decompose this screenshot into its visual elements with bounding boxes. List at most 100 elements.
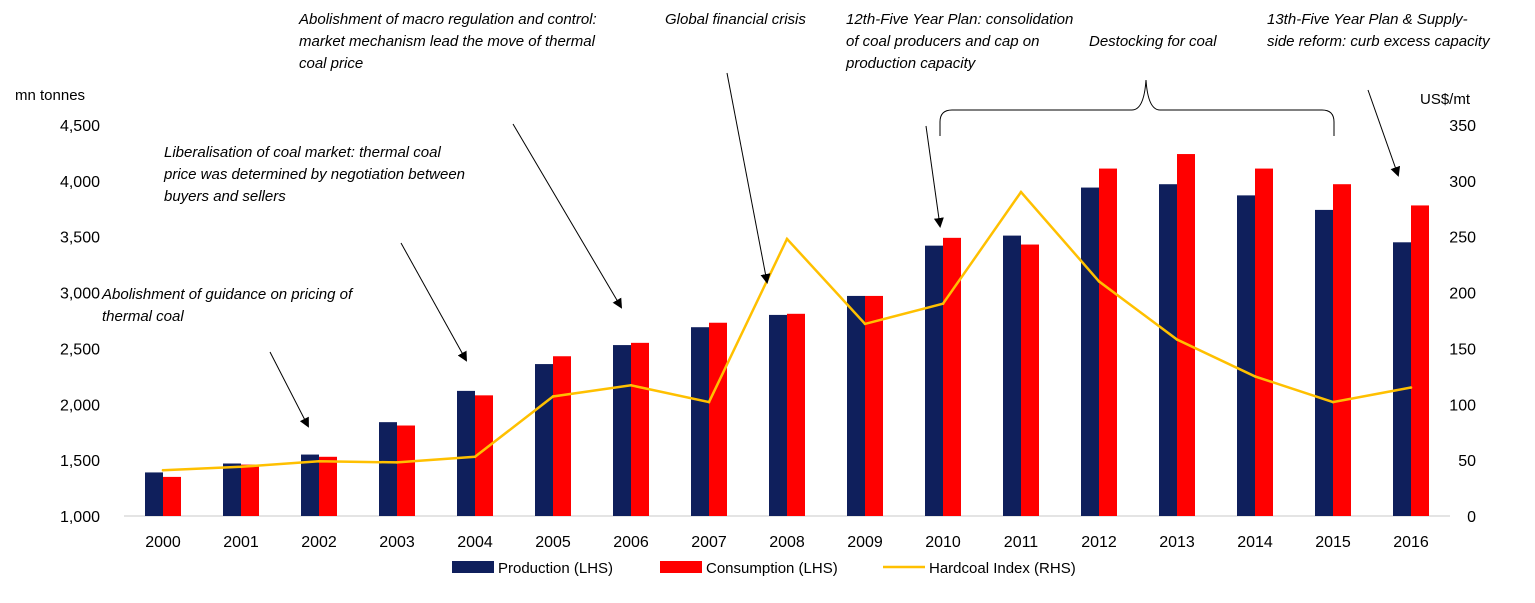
left-y-tick-label: 2,500 bbox=[60, 341, 100, 358]
x-tick-label-2006: 2006 bbox=[613, 534, 649, 551]
legend: Production (LHS) Consumption (LHS) Hardcoa… bbox=[452, 560, 1076, 577]
hardcoal-index-point-2007 bbox=[707, 400, 711, 404]
consumption-bar-2007 bbox=[709, 322, 727, 516]
x-tick-label-2011: 2011 bbox=[1004, 534, 1039, 551]
consumption-bar-2013 bbox=[1177, 154, 1195, 516]
production-bar-2008 bbox=[769, 314, 787, 516]
production-bar-2007 bbox=[691, 327, 709, 516]
annotation-a7: 13th-Five Year Plan & Supply-side reform… bbox=[1267, 11, 1491, 50]
annotation-arrow bbox=[269, 351, 309, 428]
hardcoal-index-point-2015 bbox=[1331, 400, 1335, 404]
x-tick-label-2008: 2008 bbox=[769, 534, 805, 551]
x-tick-label-2005: 2005 bbox=[535, 534, 571, 551]
consumption-bar-2010 bbox=[943, 237, 961, 516]
production-bar-2010 bbox=[925, 245, 943, 516]
x-tick-label-2004: 2004 bbox=[457, 534, 493, 551]
right-axis-label: US$/mt bbox=[1420, 91, 1471, 108]
right-y-tick-label: 200 bbox=[1449, 286, 1476, 303]
hardcoal-index-point-2000 bbox=[161, 468, 165, 472]
left-axis-label: mn tonnes bbox=[15, 87, 85, 104]
left-y-tick-label: 4,000 bbox=[60, 174, 100, 191]
legend-item: Production (LHS) bbox=[452, 560, 613, 577]
left-y-tick-label: 4,500 bbox=[60, 118, 100, 135]
production-bar-2001 bbox=[223, 463, 241, 516]
right-y-tick-label: 150 bbox=[1449, 341, 1476, 358]
hardcoal-index-point-2009 bbox=[863, 322, 867, 326]
production-bar-2011 bbox=[1003, 235, 1021, 516]
x-tick-label-2007: 2007 bbox=[691, 534, 727, 551]
consumption-bar-2012 bbox=[1099, 168, 1117, 516]
x-tick-label-2014: 2014 bbox=[1237, 534, 1273, 551]
x-tick-label-2009: 2009 bbox=[847, 534, 883, 551]
production-bar-2009 bbox=[847, 295, 865, 516]
production-bar-2003 bbox=[379, 422, 397, 516]
x-tick-label-2003: 2003 bbox=[379, 534, 415, 551]
production-bar-2015 bbox=[1315, 209, 1333, 516]
legend-item: Hardcoal Index (RHS) bbox=[883, 560, 1076, 577]
consumption-bar-2006 bbox=[631, 342, 649, 516]
annotation-a2: Liberalisation of coal market: thermal c… bbox=[163, 144, 465, 205]
right-y-tick-label: 100 bbox=[1449, 397, 1476, 414]
legend-label: Consumption (LHS) bbox=[706, 560, 838, 577]
production-bar-2014 bbox=[1237, 195, 1255, 516]
annotation-arrow bbox=[400, 242, 467, 362]
left-y-tick-label: 2,000 bbox=[60, 397, 100, 414]
hardcoal-index-point-2016 bbox=[1409, 386, 1413, 389]
x-tick-label-2001: 2001 bbox=[223, 534, 259, 551]
tick-labels-layer: 2000 2001 2002 2003 2004 2005 2006 2007 2008 2009… bbox=[15, 87, 1476, 551]
bars-layer bbox=[145, 154, 1429, 517]
period-brace bbox=[939, 79, 1335, 136]
production-bar-2012 bbox=[1081, 187, 1099, 516]
legend-label: Production (LHS) bbox=[498, 560, 613, 577]
consumption-bar-2014 bbox=[1255, 168, 1273, 516]
production-bar-2016 bbox=[1393, 242, 1411, 517]
x-tick-label-2010: 2010 bbox=[925, 534, 961, 551]
annotations-layer: Abolishment of guidance on pricing of the… bbox=[101, 11, 1491, 428]
legend-label: Hardcoal Index (RHS) bbox=[929, 560, 1076, 577]
x-tick-label-2013: 2013 bbox=[1159, 534, 1195, 551]
annotation-a6: Destocking for coal bbox=[1089, 33, 1217, 50]
hardcoal-index-point-2003 bbox=[395, 461, 399, 464]
hardcoal-index-point-2011 bbox=[1019, 190, 1023, 194]
production-bar-2002 bbox=[301, 454, 319, 516]
consumption-bar-2011 bbox=[1021, 244, 1039, 516]
right-y-tick-label: 350 bbox=[1449, 118, 1476, 135]
annotation-a4: Global financial crisis bbox=[665, 11, 806, 28]
production-bar-2006 bbox=[613, 345, 631, 516]
x-tick-label-2000: 2000 bbox=[145, 534, 181, 551]
annotation-arrow bbox=[726, 72, 771, 284]
consumption-bar-2000 bbox=[163, 476, 181, 516]
consumption-bar-2001 bbox=[241, 464, 259, 516]
right-y-tick-label: 0 bbox=[1467, 509, 1476, 526]
hardcoal-index-point-2002 bbox=[317, 459, 321, 463]
consumption-bar-2004 bbox=[475, 395, 493, 516]
consumption-bar-2016 bbox=[1411, 205, 1429, 517]
hardcoal-index-point-2008 bbox=[785, 237, 789, 241]
hardcoal-index-point-2001 bbox=[239, 465, 243, 469]
consumption-bar-2005 bbox=[553, 356, 571, 516]
right-y-tick-label: 300 bbox=[1449, 174, 1476, 191]
hardcoal-index-point-2005 bbox=[551, 395, 555, 398]
right-y-tick-label: 250 bbox=[1449, 230, 1476, 247]
annotation-a3: Abolishment of macro regulation and cont… bbox=[298, 11, 597, 72]
annotation-arrow bbox=[1367, 89, 1401, 177]
hardcoal-index-point-2014 bbox=[1253, 375, 1257, 378]
consumption-bar-2003 bbox=[397, 425, 415, 516]
legend-item: Consumption (LHS) bbox=[660, 560, 838, 577]
annotation-a5: 12th-Five Year Plan: consolidation of coa… bbox=[845, 11, 1073, 72]
production-bar-2005 bbox=[535, 364, 553, 516]
hardcoal-index-point-2004 bbox=[473, 455, 477, 459]
right-y-tick-label: 50 bbox=[1458, 453, 1476, 470]
hardcoal-index-point-2013 bbox=[1175, 338, 1179, 341]
production-bar-2013 bbox=[1159, 184, 1177, 517]
annotation-a1: Abolishment of guidance on pricing of the… bbox=[101, 286, 354, 325]
x-tick-label-2012: 2012 bbox=[1081, 534, 1117, 551]
hardcoal-index-point-2012 bbox=[1097, 280, 1101, 283]
consumption-bar-2015 bbox=[1333, 184, 1351, 517]
annotation-arrow bbox=[512, 123, 623, 309]
line-layer bbox=[161, 189, 1413, 472]
x-tick-label-2015: 2015 bbox=[1315, 534, 1351, 551]
left-y-tick-label: 1,500 bbox=[60, 453, 100, 470]
